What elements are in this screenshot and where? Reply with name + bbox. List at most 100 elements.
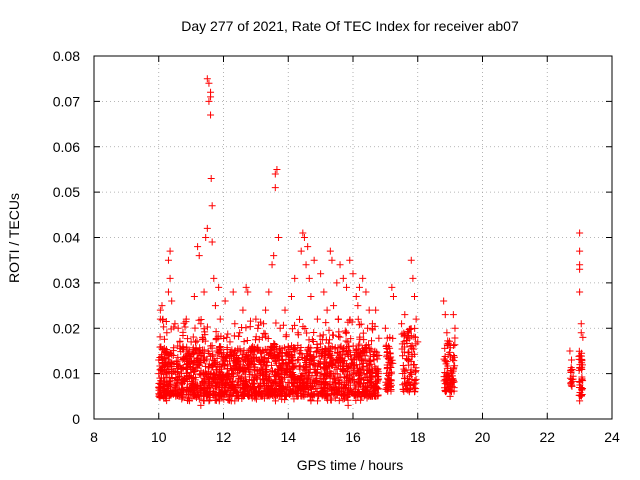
data-point <box>441 344 449 352</box>
data-point <box>323 394 331 402</box>
data-point <box>177 391 185 399</box>
y-tick-label: 0.01 <box>53 366 80 382</box>
data-point <box>343 392 351 400</box>
data-point <box>568 382 576 390</box>
data-point <box>291 274 299 282</box>
data-point <box>195 395 203 403</box>
data-point <box>407 357 415 365</box>
data-point <box>180 353 188 361</box>
data-point <box>220 382 228 390</box>
data-point <box>383 353 391 361</box>
data-point <box>407 370 415 378</box>
data-point <box>402 366 410 374</box>
data-point <box>314 368 322 376</box>
data-point <box>250 366 258 374</box>
data-point <box>208 352 216 360</box>
data-point <box>403 336 411 344</box>
data-point <box>285 365 293 373</box>
data-point <box>325 343 333 351</box>
data-point <box>204 373 212 381</box>
data-point <box>254 343 262 351</box>
data-point <box>404 332 412 340</box>
data-point <box>302 261 310 269</box>
data-point <box>330 302 338 310</box>
data-point <box>443 329 451 337</box>
data-point <box>365 391 373 399</box>
data-point <box>179 331 187 339</box>
data-point <box>240 364 248 372</box>
data-point <box>290 395 298 403</box>
data-point <box>444 351 452 359</box>
data-point <box>344 338 352 346</box>
data-point <box>385 376 393 384</box>
data-point <box>216 371 224 379</box>
data-point <box>401 374 409 382</box>
data-point <box>357 352 365 360</box>
data-point <box>451 334 459 342</box>
data-point <box>187 353 195 361</box>
data-point <box>332 357 340 365</box>
data-point <box>279 321 287 329</box>
data-point <box>344 401 352 409</box>
data-point <box>200 325 208 333</box>
data-point <box>260 320 268 328</box>
data-point <box>313 390 321 398</box>
grid <box>94 56 612 419</box>
data-point <box>372 306 380 314</box>
data-point <box>259 377 267 385</box>
data-point <box>319 384 327 392</box>
data-point <box>407 256 415 264</box>
data-point <box>168 297 176 305</box>
data-point <box>238 354 246 362</box>
data-point <box>290 362 298 370</box>
data-point <box>566 374 574 382</box>
data-point <box>169 351 177 359</box>
data-point <box>411 324 419 332</box>
data-point <box>288 379 296 387</box>
data-point <box>374 376 382 384</box>
data-point <box>349 356 357 364</box>
data-point <box>168 362 176 370</box>
data-point <box>326 336 334 344</box>
data-point <box>326 247 334 255</box>
y-tick-label: 0 <box>72 411 80 427</box>
data-point <box>412 315 420 323</box>
data-point <box>301 371 309 379</box>
data-point <box>208 238 216 246</box>
data-point <box>410 361 418 369</box>
data-point <box>252 373 260 381</box>
data-point <box>363 369 371 377</box>
data-point <box>344 372 352 380</box>
data-point <box>226 392 234 400</box>
data-point <box>164 288 172 296</box>
data-point <box>262 357 270 365</box>
data-point <box>224 371 232 379</box>
data-point <box>446 344 454 352</box>
data-point <box>270 392 278 400</box>
x-tick-label: 24 <box>604 429 620 445</box>
data-point <box>331 394 339 402</box>
data-point <box>270 379 278 387</box>
data-point <box>157 343 165 351</box>
data-point <box>272 359 280 367</box>
data-point <box>286 345 294 353</box>
x-tick-label: 10 <box>151 429 167 445</box>
data-point <box>451 362 459 370</box>
data-point <box>307 344 315 352</box>
data-point <box>334 344 342 352</box>
data-point <box>440 355 448 363</box>
data-point <box>205 360 213 368</box>
data-point <box>256 375 264 383</box>
data-point <box>405 379 413 387</box>
data-point <box>354 393 362 401</box>
data-point <box>188 387 196 395</box>
data-point <box>368 320 376 328</box>
data-point <box>355 283 363 291</box>
data-point <box>299 323 307 331</box>
data-point <box>265 288 273 296</box>
data-point <box>217 391 225 399</box>
data-point <box>333 365 341 373</box>
data-point <box>276 388 284 396</box>
data-point <box>207 175 215 183</box>
data-point <box>575 352 583 360</box>
